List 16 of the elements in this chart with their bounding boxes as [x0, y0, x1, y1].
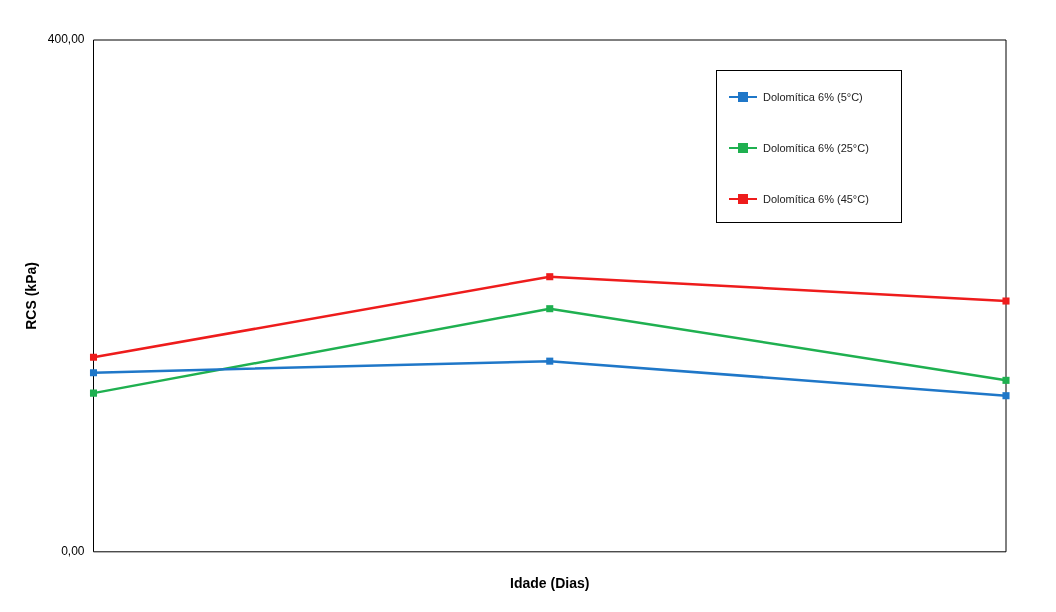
point [89, 389, 98, 397]
point [1002, 376, 1010, 384]
point [89, 353, 98, 361]
legend-label: Dolomítica 6% (45°C) [763, 192, 869, 205]
x-axis-title: Idade (Dias) [510, 575, 590, 592]
legend-label: Dolomítica 6% (5°C) [763, 90, 863, 103]
legend-label: Dolomítica 6% (25°C) [763, 141, 869, 154]
point [1002, 392, 1010, 400]
point [89, 369, 98, 377]
point [546, 357, 554, 365]
y-axis-title: RCS (kPa) [23, 262, 40, 330]
point [1002, 297, 1010, 305]
point [546, 273, 554, 281]
point [546, 305, 554, 313]
y-tick-label: 0,00 [61, 544, 85, 559]
y-tick-label: 400,00 [47, 32, 85, 47]
